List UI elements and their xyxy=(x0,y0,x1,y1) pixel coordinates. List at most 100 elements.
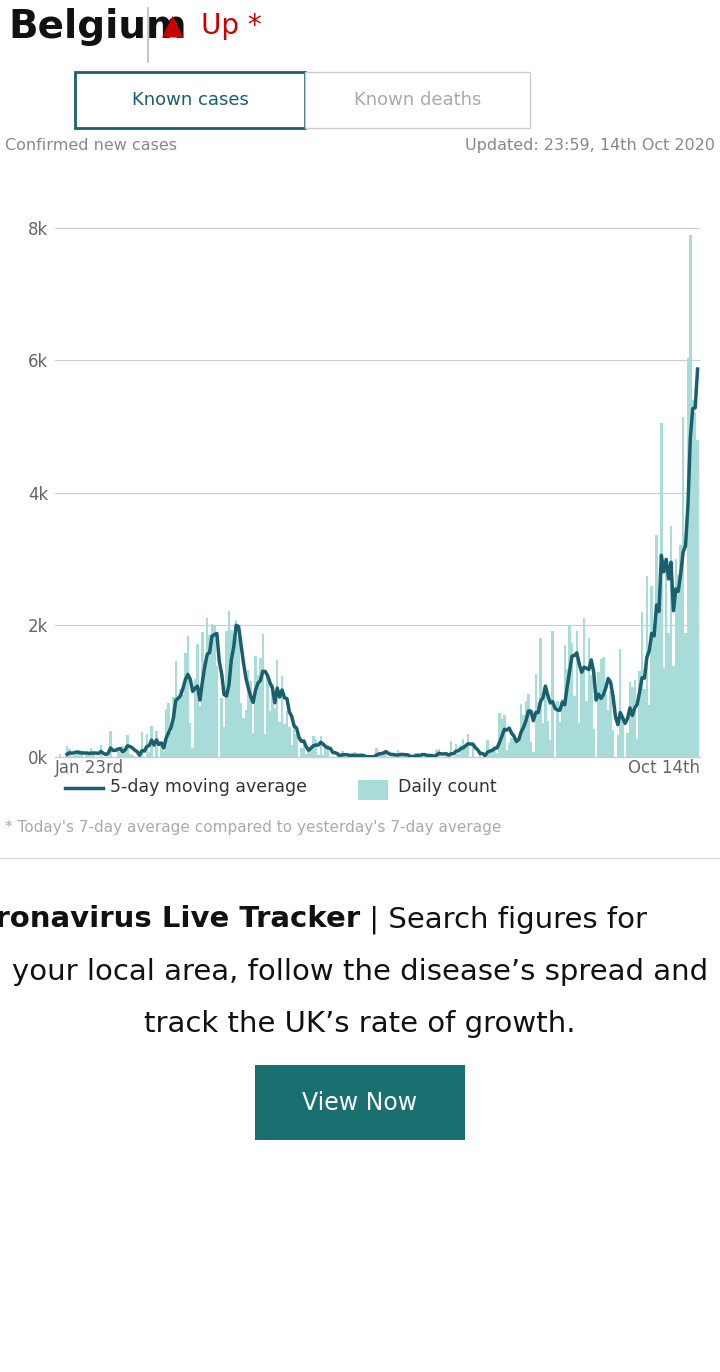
Bar xyxy=(184,653,186,757)
Bar xyxy=(131,755,133,757)
Bar xyxy=(467,734,469,757)
Bar xyxy=(588,638,590,757)
Bar xyxy=(223,727,225,757)
Bar xyxy=(455,745,457,757)
Bar xyxy=(578,723,580,757)
Bar xyxy=(216,667,218,757)
Bar xyxy=(384,750,387,757)
Bar xyxy=(261,634,264,757)
Bar xyxy=(636,740,639,757)
Bar xyxy=(491,749,493,757)
Bar xyxy=(107,750,109,757)
Bar xyxy=(327,745,329,757)
Bar xyxy=(631,687,634,757)
Bar xyxy=(462,738,464,757)
Bar xyxy=(160,744,163,757)
Bar xyxy=(539,638,541,757)
Bar xyxy=(414,753,416,757)
Text: Coronavirus Live Tracker: Coronavirus Live Tracker xyxy=(0,906,360,933)
Bar xyxy=(324,748,327,757)
Bar xyxy=(549,740,552,757)
Bar xyxy=(88,755,90,757)
Text: Oct 14th: Oct 14th xyxy=(628,759,700,777)
Bar xyxy=(90,748,92,757)
Bar xyxy=(530,742,532,757)
Bar xyxy=(687,358,689,757)
Bar xyxy=(605,694,607,757)
Bar xyxy=(269,711,271,757)
Bar xyxy=(619,649,621,757)
Bar xyxy=(266,676,269,757)
Bar xyxy=(170,731,172,757)
Bar xyxy=(99,745,102,757)
Bar xyxy=(612,730,614,757)
Bar xyxy=(639,671,641,757)
Bar xyxy=(648,705,650,757)
Bar xyxy=(138,753,140,757)
Bar xyxy=(520,704,523,757)
Bar xyxy=(148,752,150,757)
Bar xyxy=(626,733,629,757)
Bar xyxy=(457,755,459,757)
Bar xyxy=(559,722,561,757)
Bar xyxy=(283,724,286,757)
Bar xyxy=(351,755,354,757)
Bar xyxy=(650,586,653,757)
Bar xyxy=(257,675,259,757)
Bar xyxy=(641,612,643,757)
Bar xyxy=(201,632,204,757)
Bar xyxy=(660,423,662,757)
Bar xyxy=(459,745,462,757)
Bar xyxy=(479,753,482,757)
Bar xyxy=(665,561,667,757)
Bar xyxy=(271,683,274,757)
Bar xyxy=(513,734,516,757)
Bar xyxy=(68,749,71,757)
Bar xyxy=(119,748,122,757)
Bar xyxy=(92,750,95,757)
Bar xyxy=(230,630,233,757)
Bar xyxy=(172,697,174,757)
Bar xyxy=(532,752,534,757)
Bar xyxy=(675,558,677,757)
Bar xyxy=(498,713,500,757)
Bar xyxy=(194,679,197,757)
Text: Belgium: Belgium xyxy=(8,8,186,47)
Bar xyxy=(377,752,380,757)
Bar xyxy=(682,417,684,757)
Bar xyxy=(573,696,575,757)
Bar xyxy=(192,749,194,757)
Bar xyxy=(240,702,242,757)
Bar xyxy=(213,624,216,757)
Bar xyxy=(392,755,395,757)
Bar xyxy=(140,733,143,757)
Text: ▲  Up *: ▲ Up * xyxy=(162,12,261,40)
Bar xyxy=(276,660,279,757)
Bar xyxy=(541,723,544,757)
Bar xyxy=(211,624,213,757)
Bar xyxy=(220,698,223,757)
Bar xyxy=(302,742,305,757)
Bar xyxy=(694,413,696,757)
Bar xyxy=(249,681,252,757)
Text: Known deaths: Known deaths xyxy=(354,91,481,108)
Bar xyxy=(354,752,356,757)
Bar xyxy=(472,744,474,757)
Bar xyxy=(684,634,687,757)
Bar xyxy=(571,643,573,757)
Bar xyxy=(247,671,249,757)
Bar xyxy=(291,745,293,757)
Bar xyxy=(322,756,324,757)
Bar xyxy=(182,696,184,757)
Bar xyxy=(199,705,201,757)
Bar xyxy=(264,734,266,757)
Bar xyxy=(81,750,83,757)
Text: Jan 23rd: Jan 23rd xyxy=(55,759,124,777)
Bar xyxy=(667,632,670,757)
Bar xyxy=(245,711,247,757)
Bar xyxy=(464,746,467,757)
Bar xyxy=(66,746,68,757)
Bar xyxy=(436,750,438,757)
Bar xyxy=(609,691,612,757)
Bar xyxy=(489,750,491,757)
